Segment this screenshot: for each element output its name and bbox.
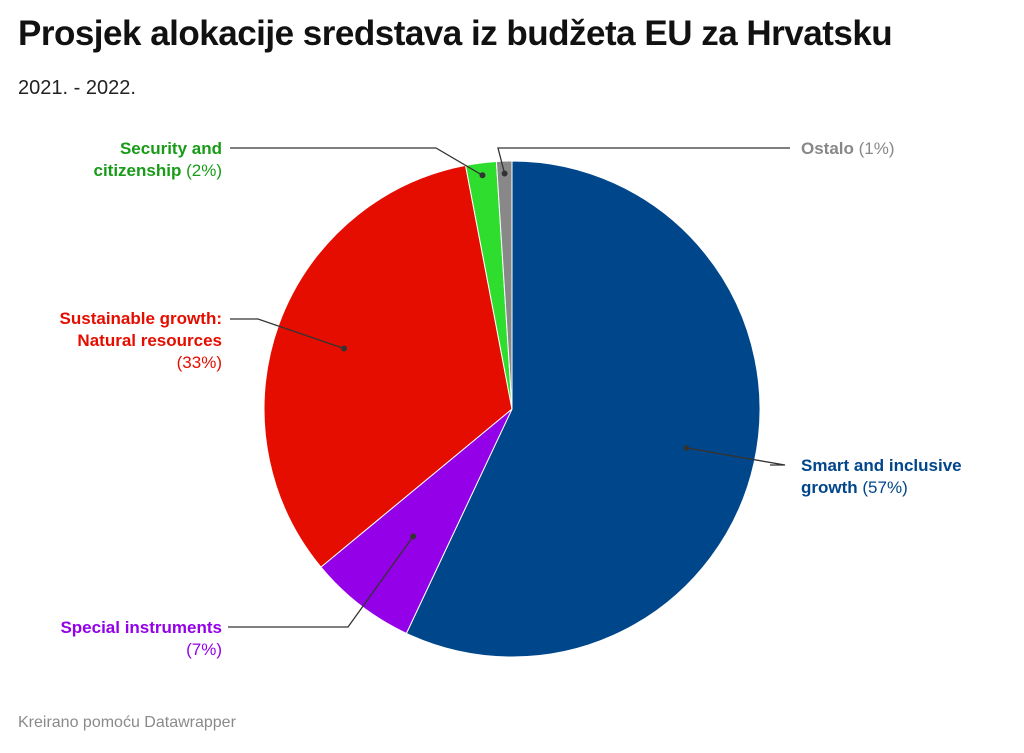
label-special-name: Special instruments — [60, 618, 222, 637]
chart-title: Prosjek alokacije sredstava iz budžeta E… — [18, 14, 893, 53]
label-security-pct: (2%) — [186, 161, 222, 180]
chart-subtitle: 2021. - 2022. — [18, 77, 136, 99]
leader-dot — [479, 172, 486, 179]
pie-slice — [320, 408, 513, 635]
label-smart-inclusive: Smart and inclusive growth (57%) — [801, 455, 962, 499]
label-special-pct: (7%) — [186, 640, 222, 659]
footer-credit: Kreirano pomoću Datawrapper — [18, 714, 236, 731]
label-smart-line2: growth — [801, 478, 858, 497]
leader-dot — [501, 170, 508, 177]
label-sustain-line1: Sustainable growth: — [59, 309, 222, 328]
label-ostalo-pct: (1%) — [858, 139, 895, 158]
label-smart-pct: (57%) — [862, 478, 908, 497]
pie-slice — [495, 160, 513, 410]
leader-line — [230, 147, 483, 176]
label-special-instruments: Special instruments (7%) — [60, 617, 222, 661]
label-ostalo-name: Ostalo — [801, 139, 854, 158]
label-sustain-pct: (33%) — [176, 353, 222, 372]
leader-dot — [683, 444, 690, 451]
leader-line — [230, 318, 345, 350]
label-sustain-line2: Natural resources — [77, 331, 222, 350]
leader-line — [228, 535, 414, 628]
leader-dot — [410, 533, 417, 540]
label-smart-line1: Smart and inclusive — [801, 456, 962, 475]
label-security-citizenship: Security and citizenship (2%) — [94, 138, 223, 182]
label-security-line1: Security and — [119, 139, 222, 158]
label-sustainable-growth: Sustainable growth: Natural resources (3… — [60, 308, 222, 374]
pie-slice — [263, 164, 513, 568]
label-security-line2: citizenship — [93, 161, 182, 180]
leader-dot — [340, 345, 347, 352]
leader-line — [686, 447, 786, 466]
label-ostalo: Ostalo (1%) — [801, 138, 895, 160]
leader-line — [497, 147, 790, 174]
pie-slice — [405, 160, 761, 658]
